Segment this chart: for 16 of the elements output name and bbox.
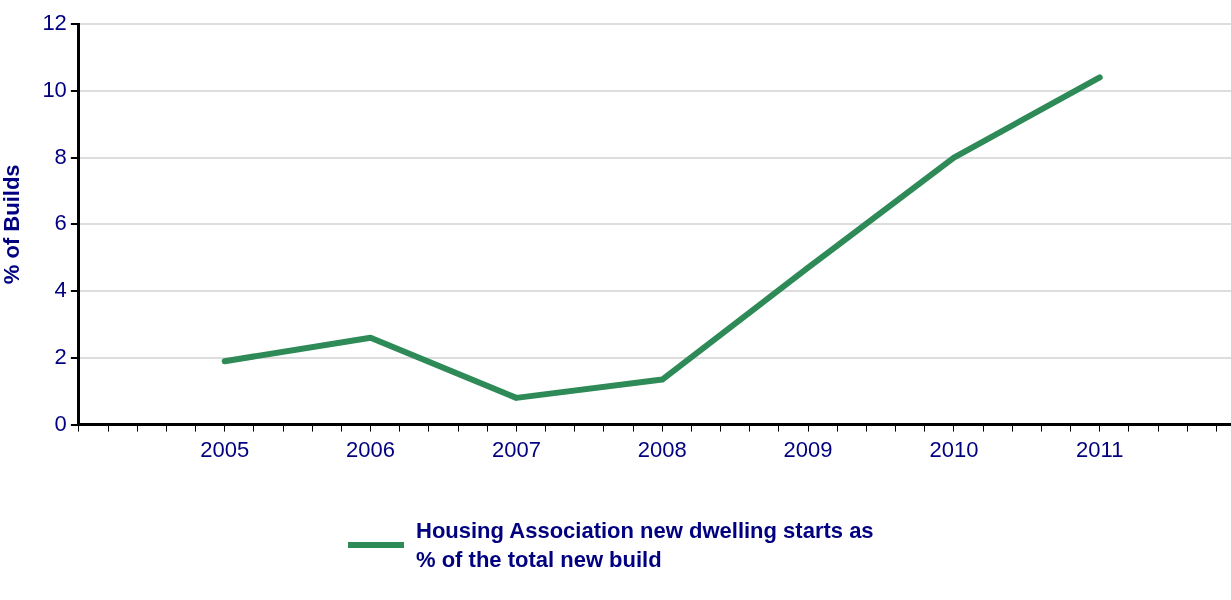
x-tick-label: 2011 bbox=[1076, 436, 1124, 462]
y-tick-label: 4 bbox=[54, 277, 67, 303]
y-axis-title: % of Builds bbox=[0, 164, 25, 285]
y-tick-label: 6 bbox=[54, 210, 67, 236]
x-tick-label: 2009 bbox=[783, 436, 833, 462]
x-tick-label: 2010 bbox=[929, 436, 979, 462]
x-tick-label: 2007 bbox=[491, 436, 541, 462]
x-tick-label: 2006 bbox=[346, 436, 396, 462]
y-tick-label: 0 bbox=[54, 410, 67, 436]
y-tick-label: 8 bbox=[54, 143, 67, 169]
y-tick-label: 10 bbox=[42, 76, 67, 102]
y-tick-label: 2 bbox=[54, 343, 67, 369]
legend-label: Housing Association new dwelling starts as % of the total new build bbox=[416, 517, 875, 574]
x-tick-label: 2008 bbox=[637, 436, 687, 462]
y-tick-label: 12 bbox=[42, 10, 67, 36]
x-tick-label: 2005 bbox=[200, 436, 250, 462]
